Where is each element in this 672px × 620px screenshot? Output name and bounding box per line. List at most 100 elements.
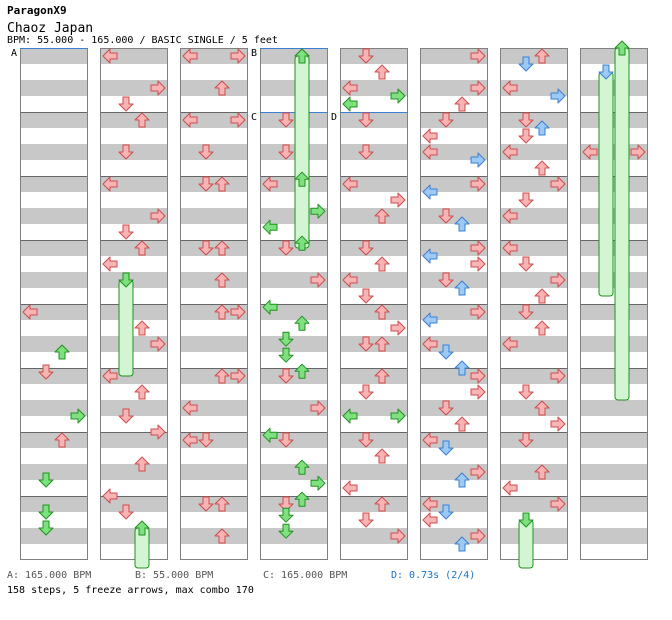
right-arrow-icon [630,144,646,160]
left-arrow-icon [422,312,438,328]
down-arrow-icon [518,384,534,400]
right-arrow-icon [470,152,486,168]
left-arrow-icon [422,432,438,448]
left-arrow-icon [182,432,198,448]
up-arrow-icon [374,256,390,272]
right-arrow-icon [310,203,326,219]
left-arrow-icon [502,336,518,352]
left-arrow-icon [102,256,118,272]
up-arrow-icon [454,416,470,432]
down-arrow-icon [118,504,134,520]
down-arrow-icon [438,344,454,360]
down-arrow-icon [518,112,534,128]
left-arrow-icon [342,80,358,96]
left-arrow-icon [342,408,358,424]
left-arrow-icon [342,480,358,496]
down-arrow-icon [38,472,54,488]
up-arrow-icon [294,491,310,507]
up-arrow-icon [294,363,310,379]
freeze-arrow [118,279,134,377]
down-arrow-icon [518,192,534,208]
left-arrow-icon [102,176,118,192]
left-arrow-icon [262,299,278,315]
up-arrow-icon [534,320,550,336]
chart-column-5 [340,48,408,560]
down-arrow-icon [438,112,454,128]
down-arrow-icon [278,331,294,347]
song-title: Chaoz Japan [7,21,94,36]
up-arrow-icon [214,176,230,192]
down-arrow-icon [598,64,614,80]
right-arrow-icon [470,48,486,64]
down-arrow-icon [278,112,294,128]
down-arrow-icon [118,408,134,424]
right-arrow-icon [470,304,486,320]
section-b-bpm: B: 55.000 BPM [135,570,214,581]
left-arrow-icon [262,427,278,443]
right-arrow-icon [390,408,406,424]
right-arrow-icon [230,368,246,384]
up-arrow-icon [134,320,150,336]
down-arrow-icon [278,240,294,256]
right-arrow-icon [390,528,406,544]
down-arrow-icon [118,96,134,112]
right-arrow-icon [390,192,406,208]
artist-name: ParagonX9 [7,4,67,17]
up-arrow-icon [534,160,550,176]
up-arrow-icon [294,459,310,475]
up-arrow-icon [294,315,310,331]
down-arrow-icon [518,432,534,448]
right-arrow-icon [470,80,486,96]
down-arrow-icon [278,432,294,448]
section-label-a: A [11,48,17,59]
right-arrow-icon [310,475,326,491]
right-arrow-icon [70,408,86,424]
left-arrow-icon [422,512,438,528]
up-arrow-icon [454,96,470,112]
left-arrow-icon [342,96,358,112]
left-arrow-icon [102,488,118,504]
down-arrow-icon [518,256,534,272]
down-arrow-icon [38,504,54,520]
down-arrow-icon [278,144,294,160]
right-arrow-icon [230,48,246,64]
down-arrow-icon [118,144,134,160]
left-arrow-icon [502,208,518,224]
down-arrow-icon [438,440,454,456]
left-arrow-icon [422,336,438,352]
chart-column-1 [20,48,88,560]
chart-column-7 [500,48,568,560]
section-c-bpm: C: 165.000 BPM [263,570,348,581]
right-arrow-icon [470,176,486,192]
up-arrow-icon [134,240,150,256]
left-arrow-icon [102,48,118,64]
right-arrow-icon [150,80,166,96]
left-arrow-icon [422,496,438,512]
section-label-b: B [251,48,257,59]
down-arrow-icon [198,240,214,256]
down-arrow-icon [278,507,294,523]
up-arrow-icon [374,336,390,352]
section-label-d: D [331,112,337,123]
up-arrow-icon [214,304,230,320]
down-arrow-icon [358,144,374,160]
section-d-stop: D: 0.73s (2/4) [391,570,476,581]
left-arrow-icon [182,400,198,416]
left-arrow-icon [422,184,438,200]
right-arrow-icon [150,424,166,440]
freeze-arrow [614,47,630,401]
up-arrow-icon [54,432,70,448]
down-arrow-icon [518,56,534,72]
right-arrow-icon [390,88,406,104]
right-arrow-icon [550,88,566,104]
down-arrow-icon [358,112,374,128]
up-arrow-icon [454,360,470,376]
right-arrow-icon [470,464,486,480]
left-arrow-icon [182,112,198,128]
down-arrow-icon [358,432,374,448]
up-arrow-icon [454,536,470,552]
down-arrow-icon [518,128,534,144]
up-arrow-icon [534,120,550,136]
down-arrow-icon [358,240,374,256]
up-arrow-icon [214,368,230,384]
